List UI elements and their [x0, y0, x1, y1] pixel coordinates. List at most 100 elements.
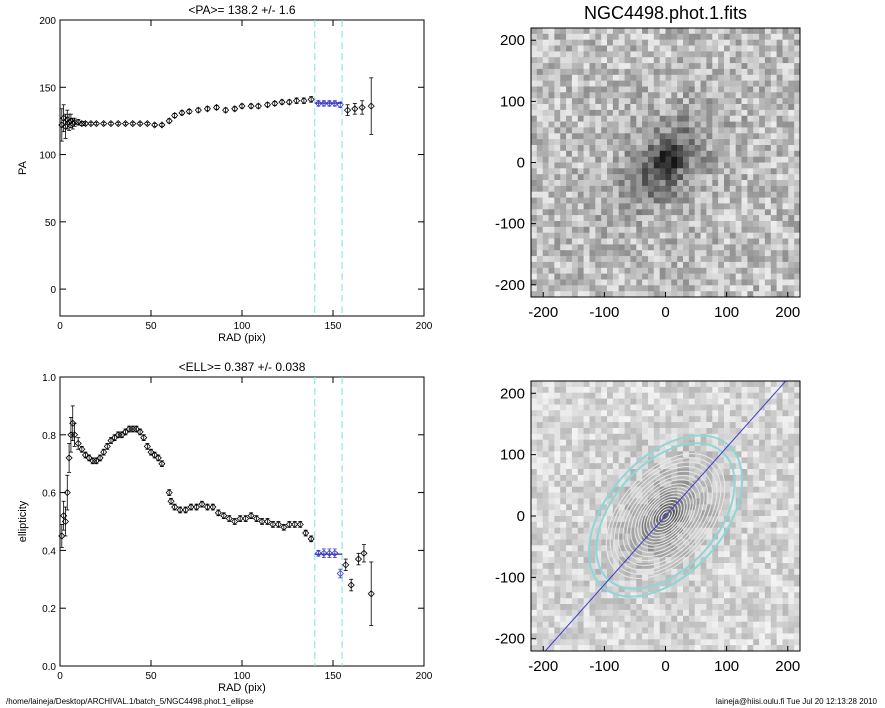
image-pixel [601, 261, 608, 269]
image-pixel [694, 232, 701, 239]
isophotes-pixel [595, 457, 602, 464]
isophotes-pixel [607, 381, 614, 388]
image-pixel [589, 45, 596, 52]
isophotes-pixel [601, 428, 608, 435]
image-pixel [659, 150, 666, 157]
isophotes-pixel [642, 563, 649, 570]
image-pixel [560, 80, 567, 87]
isophotes-pixel [764, 580, 772, 587]
image-pixel [653, 51, 660, 58]
isophotes-pixel [718, 422, 725, 429]
image-pixel [566, 121, 573, 128]
image-pixel [747, 267, 754, 274]
isophotes-pixel [794, 498, 800, 505]
isophotes-pixel [589, 498, 596, 505]
image-pixel [724, 109, 731, 117]
image-pixel [648, 191, 655, 198]
isophotes-pixel [624, 433, 631, 440]
image-pixel [729, 279, 736, 286]
image-pixel [776, 68, 783, 76]
image-pixel [776, 291, 783, 297]
image-pixel [712, 98, 719, 105]
isophotes-pixel [741, 557, 748, 564]
image-pixel [759, 63, 766, 70]
isophotes-pixel [589, 416, 596, 423]
image-pixel [741, 57, 748, 64]
isophotes-pixel [706, 586, 713, 593]
isophotes-pixel [794, 539, 800, 546]
isophotes-pixel [735, 545, 742, 552]
image-pixel [601, 86, 608, 93]
image-pixel [788, 92, 795, 99]
image-pixel [566, 33, 573, 40]
ell-data-point [58, 532, 66, 540]
image-pixel [636, 80, 643, 87]
isophotes-pixel [536, 381, 543, 388]
image-pixel [729, 244, 736, 251]
ell-data-point [103, 442, 111, 450]
image-pixel [618, 244, 625, 251]
isophotes-pixel [560, 539, 567, 546]
image-pixel [612, 185, 620, 193]
image-pixel [677, 279, 684, 286]
isophotes-pixel [560, 492, 567, 499]
isophotes-pixel [729, 621, 736, 628]
image-pixel [542, 267, 549, 274]
isophotes-pixel [764, 598, 772, 605]
isophotes-pixel [542, 516, 549, 523]
isophotes-pixel [577, 545, 584, 552]
isophotes-pixel [770, 551, 777, 558]
image-pixel [542, 98, 549, 105]
image-pixel [630, 92, 637, 99]
isophotes-pixel [729, 598, 736, 605]
isophotes-pixel [770, 557, 777, 564]
image-pixel [583, 209, 590, 216]
ell-y-tick-label: 0.2 [42, 604, 56, 615]
isophotes-pixel [770, 598, 777, 605]
image-pixel [653, 45, 660, 52]
isophotes-pixel [747, 504, 754, 511]
isophotes-pixel [589, 598, 596, 605]
isophotes-pixel [700, 398, 707, 405]
isophotes-pixel [636, 480, 643, 487]
isophotes-pixel [677, 398, 684, 405]
isophotes-pixel [718, 586, 725, 593]
isophotes-pixel [653, 392, 660, 399]
isophotes-pixel [653, 404, 660, 411]
image-pixel [566, 221, 573, 228]
isophotes-pixel [764, 492, 772, 499]
image-pixel [542, 68, 549, 76]
image-pixel [747, 232, 754, 239]
image-pixel [583, 273, 590, 280]
image-pixel [770, 156, 777, 163]
image-pixel [665, 115, 672, 122]
image-pixel [560, 115, 567, 122]
isophotes-pixel [577, 474, 584, 482]
isophotes-pixel [782, 469, 789, 476]
image-pixel [718, 98, 725, 105]
image-pixel [554, 238, 561, 245]
isophotes-pixel [712, 498, 719, 505]
image-pixel [607, 33, 614, 40]
isophotes-pixel [677, 392, 684, 399]
isophotes-pixel [694, 428, 701, 435]
image-pixel [794, 261, 800, 269]
image-pixel [665, 232, 672, 239]
isophotes-pixel [706, 469, 713, 476]
isophotes-pixel [782, 633, 789, 640]
image-pixel [688, 221, 696, 228]
ell-data-point [192, 503, 201, 511]
isophotes-pixel [735, 621, 742, 628]
isophotes-pixel [788, 381, 795, 388]
image-pixel [642, 261, 649, 269]
isophotes-pixel [764, 539, 772, 546]
isophotes-pixel [589, 445, 596, 452]
image-pixel [753, 51, 760, 58]
image-pixel [788, 238, 795, 245]
image-pixel [759, 115, 766, 122]
image-pixel [612, 267, 620, 274]
isophotes-pixel [577, 457, 584, 464]
image-pixel [671, 267, 678, 274]
image-pixel [595, 145, 602, 152]
isophotes-pixel [718, 557, 725, 564]
